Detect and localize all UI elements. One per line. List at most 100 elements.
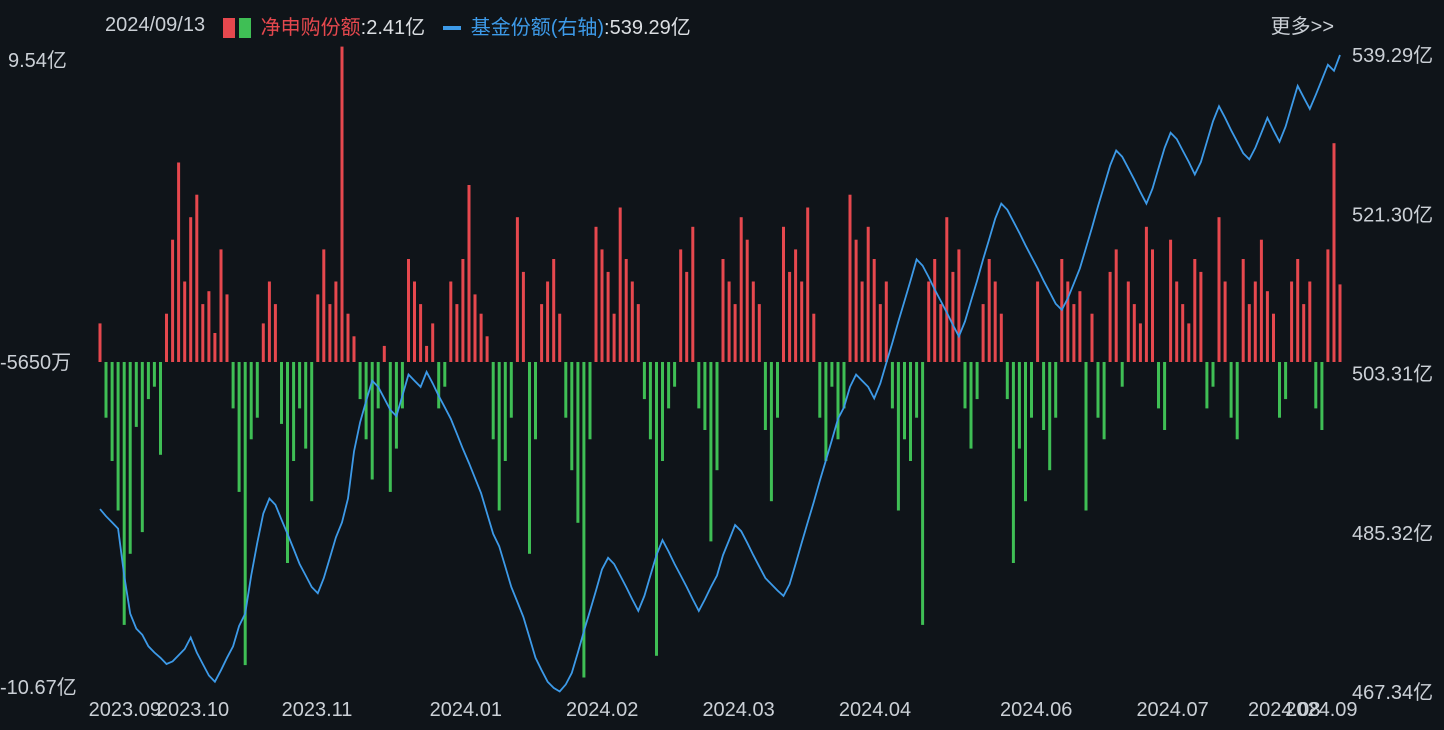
x-axis-label: 2024.09: [1285, 699, 1357, 721]
bar: [244, 362, 247, 665]
bar: [1242, 259, 1245, 362]
bar: [988, 259, 991, 362]
bar: [1163, 362, 1166, 430]
bar: [250, 362, 253, 439]
bar: [1175, 282, 1178, 363]
bar: [1181, 304, 1184, 362]
bar: [1314, 362, 1317, 408]
bar: [709, 362, 712, 541]
bar: [770, 362, 773, 501]
bar: [1042, 362, 1045, 430]
bar: [201, 304, 204, 362]
bar: [867, 227, 870, 362]
bar: [1278, 362, 1281, 418]
bar: [1085, 362, 1088, 511]
legend-swatch-green: [239, 18, 251, 38]
bar: [685, 272, 688, 362]
bar: [861, 282, 864, 363]
bar: [1139, 323, 1142, 362]
bar: [716, 362, 719, 470]
more-link[interactable]: 更多>>: [1271, 10, 1334, 39]
bar: [976, 362, 979, 399]
bar: [159, 362, 162, 455]
bar: [177, 163, 180, 363]
bar: [776, 362, 779, 418]
bar: [673, 362, 676, 387]
bar: [655, 362, 658, 656]
bar: [740, 217, 743, 362]
bar: [800, 282, 803, 363]
bar: [431, 323, 434, 362]
bar: [298, 362, 301, 408]
right-axis-tick: 503.31亿: [1352, 363, 1433, 386]
legend-swatch-blue: [443, 26, 461, 30]
bar: [637, 304, 640, 362]
bar: [1145, 227, 1148, 362]
bar: [1012, 362, 1015, 563]
bar: [873, 259, 876, 362]
bar: [334, 282, 337, 363]
bar: [595, 227, 598, 362]
bar: [213, 333, 216, 362]
bar: [570, 362, 573, 470]
bar: [455, 304, 458, 362]
bar: [782, 227, 785, 362]
bar: [280, 362, 283, 424]
bar: [837, 362, 840, 439]
bar: [649, 362, 652, 439]
bar: [1272, 314, 1275, 362]
x-axis-label: 2024.01: [430, 699, 502, 721]
bar: [419, 304, 422, 362]
bar: [849, 195, 852, 362]
bar: [903, 362, 906, 439]
bar: [449, 282, 452, 363]
x-axis-label: 2024.06: [1000, 699, 1072, 721]
bar: [945, 217, 948, 362]
right-axis-tick: 485.32亿: [1352, 522, 1433, 545]
bar: [207, 291, 210, 362]
bar: [703, 362, 706, 430]
bar: [1230, 362, 1233, 418]
bar: [1320, 362, 1323, 430]
bar: [964, 362, 967, 408]
bar: [1302, 304, 1305, 362]
bar: [99, 323, 102, 362]
bar: [879, 304, 882, 362]
bar: [135, 362, 138, 427]
bar: [806, 208, 809, 363]
bar: [1236, 362, 1239, 439]
bar: [189, 217, 192, 362]
bar: [522, 272, 525, 362]
bar: [728, 282, 731, 363]
bar: [443, 362, 446, 387]
bar: [1072, 304, 1075, 362]
bar: [383, 346, 386, 362]
legend-series1: 净申购份额:2.41亿: [223, 11, 425, 40]
bar: [885, 282, 888, 363]
bar: [468, 185, 471, 362]
x-axis-label: 2024.07: [1136, 699, 1208, 721]
bar: [1169, 240, 1172, 362]
bar: [1193, 259, 1196, 362]
bar: [341, 47, 344, 362]
bar: [534, 362, 537, 439]
bar: [915, 362, 918, 418]
legend-value-1: :2.41亿: [361, 17, 425, 39]
bar: [389, 362, 392, 492]
left-axis-mid: -5650万: [0, 352, 71, 374]
bar: [413, 282, 416, 363]
bar: [1218, 217, 1221, 362]
bar: [589, 362, 592, 439]
bar: [1248, 304, 1251, 362]
bar: [1036, 282, 1039, 363]
bar: [147, 362, 150, 399]
bar: [667, 362, 670, 408]
bar: [1157, 362, 1160, 408]
bar: [1078, 291, 1081, 362]
bar: [492, 362, 495, 439]
bar: [601, 249, 604, 362]
right-axis-tick: 467.34亿: [1352, 681, 1433, 704]
bar: [304, 362, 307, 449]
x-axis-label: 2024.04: [839, 699, 911, 721]
bar: [830, 362, 833, 387]
